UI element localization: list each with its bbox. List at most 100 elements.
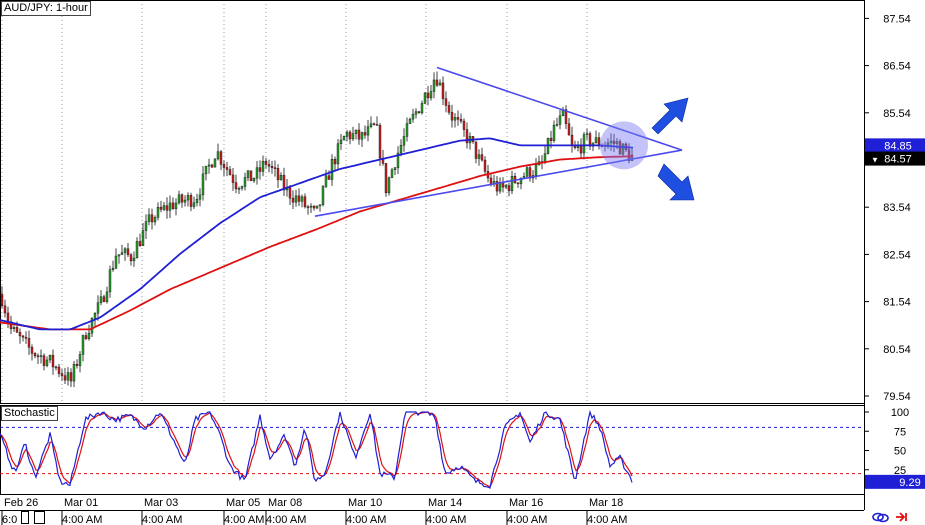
candle-body — [54, 366, 58, 369]
candle-body — [156, 206, 160, 218]
candle — [81, 334, 85, 362]
candle — [591, 142, 595, 152]
candle-body — [84, 335, 88, 339]
candle-body — [66, 372, 70, 381]
candle — [423, 91, 427, 104]
candle — [225, 161, 229, 177]
candle-body — [480, 154, 484, 161]
candle-body — [90, 318, 94, 334]
date-label: Feb 26 — [4, 497, 38, 509]
price-tick-label: 85.54 — [883, 108, 911, 120]
candle-body — [204, 165, 208, 175]
candle-body — [339, 139, 343, 144]
candle — [99, 290, 103, 306]
candle — [264, 157, 268, 169]
candle — [306, 204, 310, 215]
candle — [189, 192, 193, 212]
candle — [318, 204, 322, 212]
date-label: Mar 16 — [509, 497, 543, 509]
candle-body — [24, 336, 28, 339]
candle-body — [87, 332, 91, 339]
candle-body — [189, 195, 193, 207]
stochastic-tick-label: 100 — [891, 407, 909, 419]
go-to-end-icon[interactable] — [896, 512, 907, 522]
candle — [420, 100, 424, 115]
candle — [288, 185, 292, 205]
candle — [384, 163, 388, 197]
candle — [111, 260, 115, 272]
candle-body — [420, 103, 424, 114]
stochastic-tick-label: 75 — [894, 426, 906, 438]
time-label: 4:00 AM — [266, 514, 306, 525]
stochastic-panel-frame — [0, 405, 865, 495]
moving-averages-layer — [0, 137, 634, 331]
candle — [588, 131, 592, 151]
candle — [555, 117, 559, 127]
candle — [399, 139, 403, 157]
candle — [45, 356, 49, 368]
date-label: Mar 14 — [428, 497, 462, 509]
candle-body — [78, 354, 82, 366]
candle-body — [399, 144, 403, 154]
candle — [267, 159, 271, 173]
candle-body — [177, 194, 181, 204]
candle — [474, 141, 478, 164]
candle — [366, 120, 370, 142]
candle-body — [210, 164, 214, 168]
candle — [345, 130, 349, 142]
candle-body — [18, 332, 22, 337]
candle — [375, 116, 379, 126]
price-tick-label: 81.54 — [883, 297, 911, 309]
candle-body — [435, 79, 439, 86]
candle — [21, 334, 25, 342]
candle — [276, 164, 280, 189]
candle-body — [117, 254, 121, 257]
candle-body — [126, 248, 130, 255]
candle-body — [459, 119, 463, 122]
candle — [312, 205, 316, 211]
candle-body — [159, 206, 163, 210]
candle-body — [525, 167, 529, 177]
candle-body — [456, 117, 460, 120]
candle — [390, 167, 394, 179]
candle — [141, 222, 145, 247]
candle — [87, 324, 91, 341]
candle-body — [180, 194, 184, 203]
candle — [174, 198, 178, 216]
candle-body — [318, 204, 322, 207]
candle-body — [228, 169, 232, 176]
candle — [507, 182, 511, 197]
candle — [156, 202, 160, 221]
candle — [243, 172, 247, 191]
candle-body — [294, 195, 298, 203]
candle-body — [234, 182, 238, 190]
candle-body — [510, 176, 514, 192]
candle-body — [57, 366, 61, 374]
candle — [135, 237, 139, 259]
candle — [465, 122, 469, 149]
candle — [63, 367, 67, 385]
candle-body — [432, 79, 436, 92]
price-tick-label: 83.54 — [883, 202, 911, 214]
candle-body — [396, 152, 400, 168]
candle — [6, 306, 10, 329]
candle — [441, 76, 445, 106]
date-label: Mar 05 — [226, 497, 260, 509]
candle-body — [231, 174, 235, 183]
candle — [495, 176, 499, 196]
candle-body — [45, 359, 49, 366]
candle — [558, 110, 562, 130]
candle-body — [348, 131, 352, 140]
candle — [330, 154, 334, 186]
candle — [324, 169, 328, 188]
candle-body — [93, 313, 97, 319]
candle-body — [300, 196, 304, 202]
candle — [18, 328, 22, 344]
current-price-badge — [865, 138, 925, 153]
link-icon[interactable] — [872, 512, 889, 523]
candle — [75, 359, 79, 369]
candle — [432, 72, 436, 99]
candle-body — [174, 202, 178, 209]
candle-body — [81, 335, 85, 355]
